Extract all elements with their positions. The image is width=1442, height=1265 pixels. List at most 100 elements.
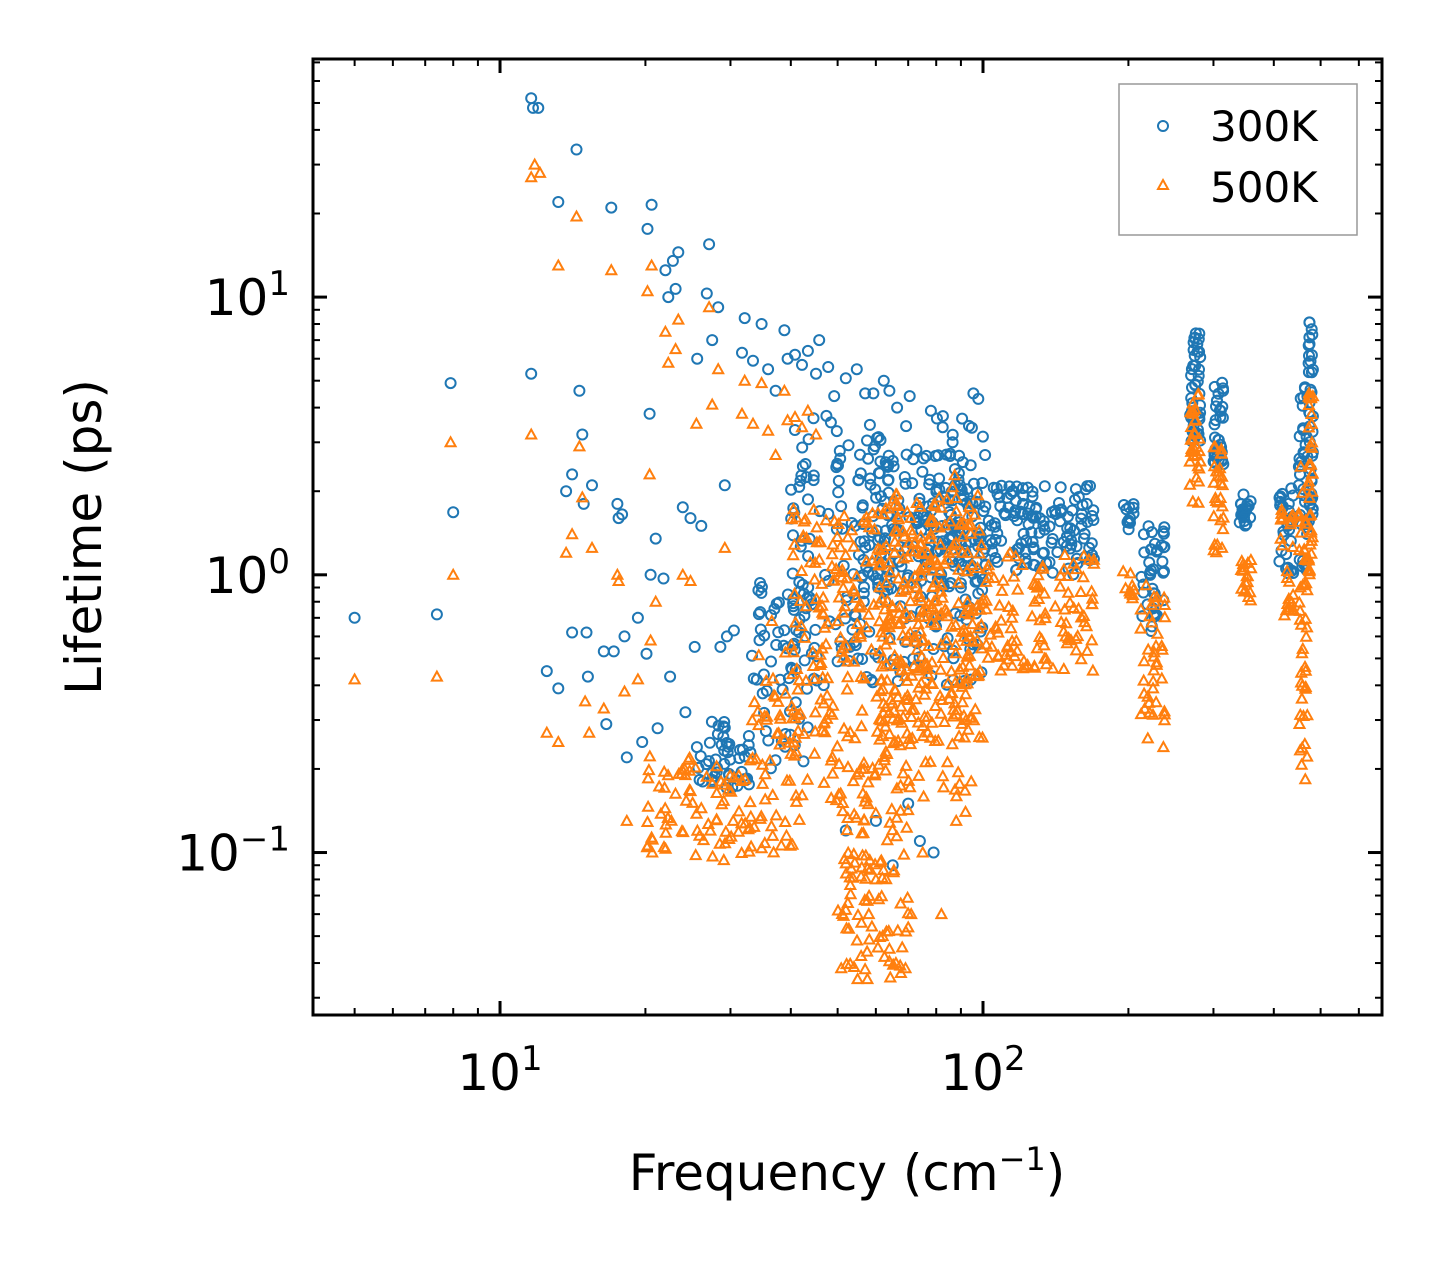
data-point-500K xyxy=(904,709,919,722)
data-point-300K xyxy=(999,509,1012,522)
data-point-500K xyxy=(935,590,950,603)
data-point-300K xyxy=(850,363,863,376)
data-point-500K xyxy=(1057,562,1071,575)
data-point-500K xyxy=(953,662,967,675)
data-point-500K xyxy=(758,792,772,805)
data-point-500K xyxy=(800,772,815,785)
data-point-500K xyxy=(1208,491,1223,504)
data-point-500K xyxy=(879,575,893,588)
major-ticks xyxy=(313,59,1382,1015)
data-point-500K xyxy=(974,538,989,551)
data-point-500K xyxy=(772,726,786,739)
data-point-500K xyxy=(1279,603,1294,616)
data-point-500K xyxy=(815,576,829,589)
data-point-500K xyxy=(927,594,941,607)
data-point-300K xyxy=(830,425,843,438)
data-point-500K xyxy=(819,513,833,526)
data-point-500K xyxy=(1305,530,1320,543)
data-point-300K xyxy=(964,459,977,472)
data-point-500K xyxy=(857,813,871,826)
data-point-500K xyxy=(1150,626,1165,639)
data-point-500K xyxy=(787,586,802,599)
legend-300K-label: 300K xyxy=(1210,102,1319,151)
data-point-500K xyxy=(787,537,802,550)
data-point-500K xyxy=(933,688,947,701)
data-point-500K xyxy=(945,737,959,750)
data-point-300K xyxy=(552,682,565,695)
data-point-300K xyxy=(1033,512,1046,525)
data-point-300K xyxy=(961,483,974,496)
data-point-500K xyxy=(658,324,673,337)
data-point-300K xyxy=(879,456,892,469)
data-point-300K xyxy=(953,483,966,496)
data-point-500K xyxy=(885,802,899,815)
data-point-500K xyxy=(1037,586,1052,599)
data-point-300K xyxy=(1006,485,1019,498)
data-point-500K xyxy=(1304,546,1318,559)
data-point-300K xyxy=(710,766,723,779)
data-point-500K xyxy=(960,508,974,521)
data-point-300K xyxy=(714,640,727,653)
data-point-300K xyxy=(859,387,872,400)
data-point-300K xyxy=(703,736,716,749)
data-point-300K xyxy=(679,706,692,719)
data-point-300K xyxy=(1216,400,1229,413)
y-tick-label: 101 xyxy=(205,264,290,327)
data-point-500K xyxy=(994,613,1008,626)
data-point-500K xyxy=(848,731,862,744)
data-point-500K xyxy=(788,615,803,628)
y-axis-title: Lifetime (ps) xyxy=(55,379,113,695)
data-point-500K xyxy=(955,624,969,637)
data-point-500K xyxy=(856,826,871,839)
data-point-300K xyxy=(946,428,959,441)
data-point-500K xyxy=(903,510,918,523)
data-point-500K xyxy=(862,888,876,901)
data-point-500K xyxy=(671,312,685,325)
data-point-500K xyxy=(955,529,970,542)
data-point-500K xyxy=(1137,686,1151,699)
data-point-500K xyxy=(903,780,917,793)
data-point-500K xyxy=(1303,537,1317,550)
data-point-500K xyxy=(551,258,565,271)
data-point-300K xyxy=(1064,522,1077,535)
data-point-300K xyxy=(727,624,740,637)
data-point-500K xyxy=(900,726,914,739)
data-point-500K xyxy=(839,571,854,584)
data-point-300K xyxy=(605,201,618,214)
data-point-500K xyxy=(1033,613,1047,626)
data-point-500K xyxy=(721,782,736,795)
data-point-500K xyxy=(837,509,851,522)
data-point-500K xyxy=(945,619,959,632)
data-point-500K xyxy=(738,816,752,829)
plot-frame xyxy=(311,57,1384,1017)
data-point-500K xyxy=(921,725,935,738)
data-point-500K xyxy=(1158,610,1172,623)
data-point-500K xyxy=(830,529,844,542)
data-point-300K xyxy=(854,467,867,480)
data-point-500K xyxy=(1076,570,1090,583)
data-point-500K xyxy=(1305,466,1320,479)
data-point-300K xyxy=(611,497,624,510)
data-point-300K xyxy=(987,481,1000,494)
data-point-500K xyxy=(1086,663,1100,676)
data-point-500K xyxy=(988,619,1003,632)
data-point-500K xyxy=(928,733,942,746)
data-point-300K xyxy=(802,493,814,506)
data-point-500K xyxy=(872,614,887,627)
data-point-500K xyxy=(754,376,769,389)
data-point-500K xyxy=(888,683,902,696)
data-point-500K xyxy=(934,907,949,920)
data-point-500K xyxy=(1147,645,1161,658)
data-point-500K xyxy=(920,657,934,670)
data-point-500K xyxy=(640,814,655,827)
data-point-300K xyxy=(612,512,625,525)
data-point-500K xyxy=(1134,621,1148,634)
data-point-300K xyxy=(807,469,820,482)
data-point-500K xyxy=(743,795,757,808)
data-point-500K xyxy=(746,416,760,429)
data-point-500K xyxy=(1071,629,1085,642)
data-point-500K xyxy=(788,711,802,724)
data-point-500K xyxy=(826,537,840,550)
data-point-300K xyxy=(832,474,845,487)
data-point-500K xyxy=(1280,596,1295,609)
